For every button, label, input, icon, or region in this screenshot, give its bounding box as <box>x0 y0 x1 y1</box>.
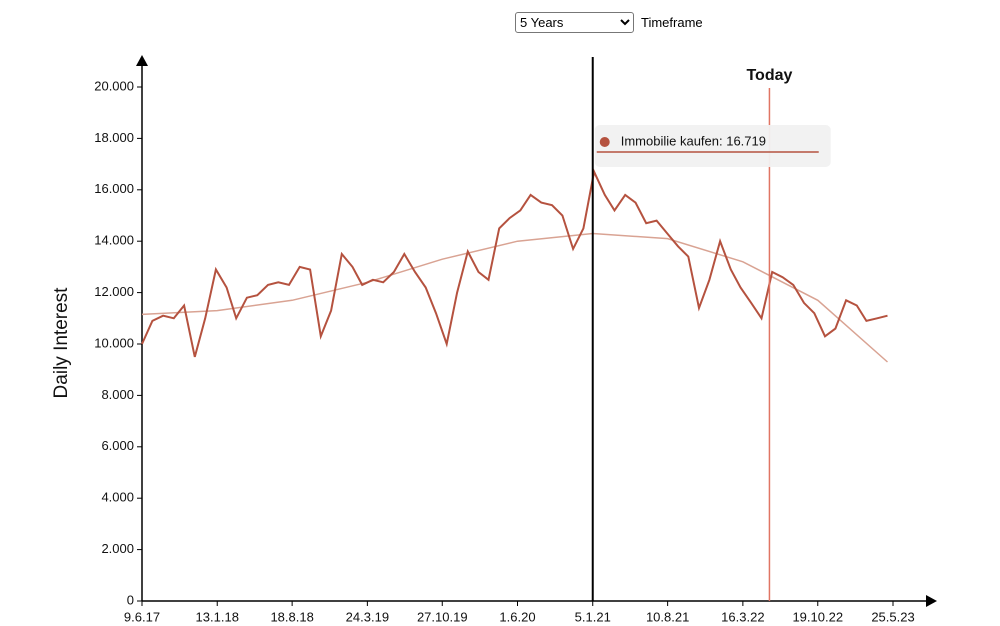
y-tick-label: 20.000 <box>94 78 134 93</box>
y-tick-label: 2.000 <box>101 541 134 556</box>
y-tick-label: 6.000 <box>101 438 134 453</box>
y-tick-label: 4.000 <box>101 490 134 505</box>
x-axis-arrow <box>926 595 937 607</box>
y-tick-label: 0 <box>127 592 134 607</box>
x-tick-label: 19.10.22 <box>792 609 843 624</box>
y-tick-label: 16.000 <box>94 181 134 196</box>
y-tick-label: 10.000 <box>94 335 134 350</box>
y-axis-label: Daily Interest <box>51 287 72 399</box>
y-tick-label: 12.000 <box>94 284 134 299</box>
y-tick-label: 8.000 <box>101 387 134 402</box>
tooltip-dot <box>599 137 610 147</box>
y-tick-label: 14.000 <box>94 233 134 248</box>
x-tick-label: 24.3.19 <box>346 609 389 624</box>
x-tick-label: 10.8.21 <box>646 609 689 624</box>
timeframe-select[interactable]: 5 Years <box>515 12 634 33</box>
x-tick-label: 5.1.21 <box>575 609 611 624</box>
x-tick-label: 27.10.19 <box>417 609 468 624</box>
timeframe-label: Timeframe <box>641 15 703 30</box>
x-tick-label: 13.1.18 <box>196 609 239 624</box>
today-label: Today <box>746 67 792 84</box>
x-tick-label: 1.6.20 <box>499 609 535 624</box>
y-tick-label: 18.000 <box>94 130 134 145</box>
data-line <box>141 168 888 358</box>
x-tick-label: 16.3.22 <box>721 609 764 624</box>
tooltip-text: Immobilie kaufen: 16.719 <box>621 133 766 148</box>
tooltip-box <box>594 125 831 167</box>
x-tick-label: 9.6.17 <box>124 609 160 624</box>
y-axis-arrow <box>136 55 148 66</box>
x-tick-label: 25.5.23 <box>871 609 914 624</box>
trend-line <box>141 232 888 363</box>
x-tick-label: 18.8.18 <box>270 609 313 624</box>
